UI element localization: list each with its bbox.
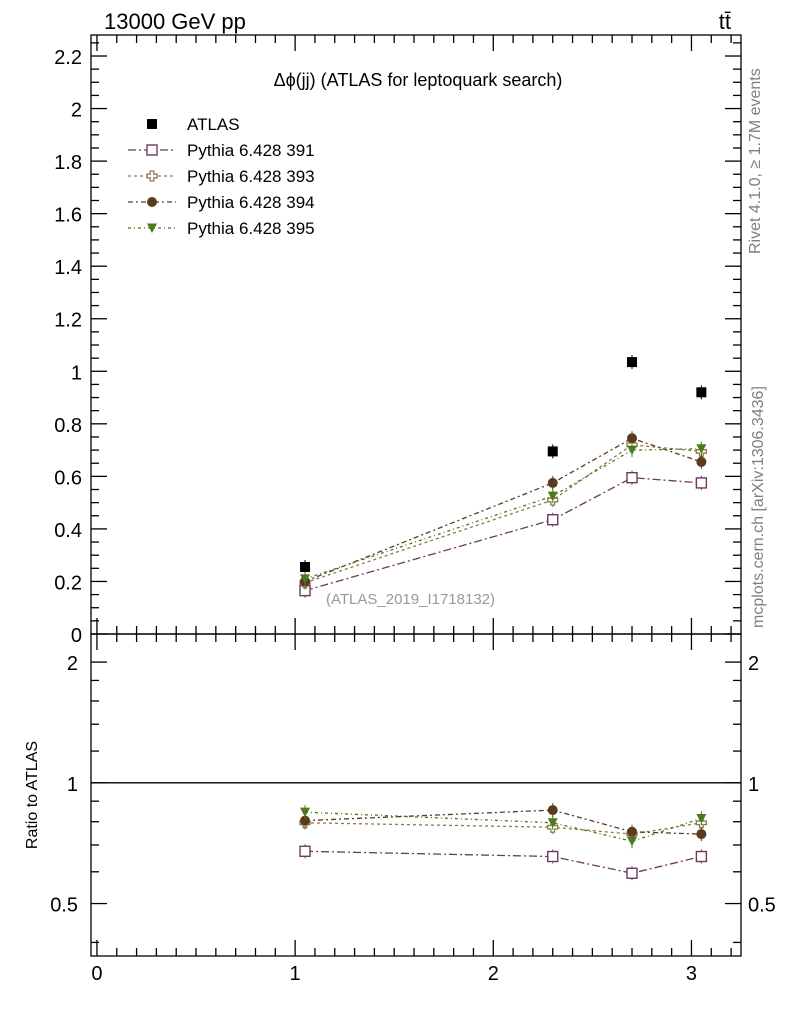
ratio-plot-series: [299, 803, 708, 881]
ratio-point-py395: [547, 818, 558, 828]
ratio-point-py394: [547, 805, 558, 816]
ratio-point-py394: [300, 815, 311, 826]
ratio-point-py391: [299, 845, 311, 857]
legend-label-data: ATLAS: [187, 115, 240, 134]
main-plot-series: [299, 355, 708, 598]
main-y-tick-label: 1.2: [54, 310, 82, 332]
ratio-y-tick-label-left: 2: [67, 653, 78, 675]
main-point-data: [300, 562, 311, 573]
ratio-y-axis-label: Ratio to ATLAS: [24, 741, 41, 849]
legend-marker-py391: [146, 144, 158, 156]
legend-label-py393: Pythia 6.428 393: [187, 167, 315, 186]
main-point-data: [627, 357, 638, 368]
x-tick-label: 0: [91, 963, 102, 985]
rivet-version-label: Rivet 4.1.0, ≥ 1.7M events: [747, 68, 764, 254]
main-line-py395: [304, 448, 702, 580]
ratio-point-py395: [627, 836, 638, 847]
legend-marker-data: [147, 119, 157, 129]
legend-marker-py393: [146, 170, 158, 182]
process-label: tt̄: [719, 9, 731, 34]
main-point-py391: [695, 477, 708, 489]
main-y-tick-label: 0.4: [54, 520, 82, 542]
main-point-py395: [547, 491, 558, 502]
main-y-tick-label: 1: [71, 362, 82, 384]
plot-title: Δϕ(jj) (ATLAS for leptoquark search): [274, 70, 563, 90]
legend: ATLAS Pythia 6.428 391 Pythia 6.428 393 Pyt…: [128, 115, 315, 238]
ratio-point-py391: [547, 850, 559, 863]
main-y-tick-label: 0.6: [54, 467, 82, 489]
main-y-tick-label: 0.8: [54, 415, 82, 437]
main-y-axis: 0 0.2 0.4 0.6 0.8 1 1.2 1.4 1.6 1.8 2 2.2: [54, 42, 741, 647]
x-axis: 0 1 2 3: [91, 35, 732, 985]
legend-marker-py395: [147, 223, 157, 233]
main-y-tick-label: 2.2: [54, 47, 82, 69]
main-point-py395: [696, 444, 707, 454]
x-tick-label: 1: [290, 963, 301, 985]
main-y-tick-label: 0.2: [54, 572, 82, 594]
ratio-line-py394: [304, 809, 702, 835]
main-point-py394: [696, 456, 707, 467]
ratio-point-py395: [300, 807, 311, 818]
ratio-y-tick-label-right: 2: [748, 653, 759, 675]
main-point-py394: [627, 433, 638, 444]
main-point-py394: [547, 477, 558, 488]
ratio-line-py393: [305, 822, 702, 835]
ratio-line-py391: [305, 850, 702, 874]
analysis-id-label: (ATLAS_2019_I1718132): [326, 591, 495, 608]
ratio-point-py394: [696, 829, 707, 840]
ratio-point-py395: [696, 813, 707, 824]
main-point-py391: [626, 471, 638, 484]
main-y-tick-label: 2: [71, 100, 82, 122]
ratio-y-tick-label-left: 1: [67, 774, 78, 796]
legend-label-py391: Pythia 6.428 391: [187, 141, 315, 160]
ratio-point-py394: [627, 826, 638, 837]
main-point-py395: [300, 574, 311, 584]
main-point-py395: [627, 445, 638, 456]
ratio-y-tick-label-left: 0.5: [50, 895, 78, 917]
beam-label: 13000 GeV pp: [104, 9, 246, 34]
ratio-point-py391: [626, 867, 638, 879]
ratio-y-tick-label-right: 0.5: [748, 895, 776, 917]
main-y-tick-label: 1.4: [54, 257, 82, 279]
x-tick-label: 3: [686, 963, 697, 985]
mcplots-label: mcplots.cern.ch [arXiv:1306.3436]: [750, 386, 767, 628]
ratio-point-py391: [695, 850, 708, 863]
main-line-py391: [304, 477, 702, 592]
legend-marker-py394: [147, 197, 157, 207]
ratio-y-axis: 0.5 0.5 1 1 2 2: [50, 653, 776, 944]
legend-label-py394: Pythia 6.428 394: [187, 193, 315, 212]
main-point-data: [547, 446, 558, 457]
ratio-panel-frame: [90, 633, 742, 957]
main-y-tick-label: 1.8: [54, 152, 82, 174]
legend-label-py395: Pythia 6.428 395: [187, 219, 315, 238]
main-point-data: [696, 387, 707, 398]
main-line-py393: [304, 444, 702, 584]
main-point-py391: [547, 514, 559, 526]
x-tick-label: 2: [488, 963, 499, 985]
ratio-y-tick-label-right: 1: [748, 774, 759, 796]
main-line-py394: [304, 437, 702, 583]
main-y-tick-label: 0: [71, 625, 82, 647]
main-y-tick-label: 1.6: [54, 205, 82, 227]
